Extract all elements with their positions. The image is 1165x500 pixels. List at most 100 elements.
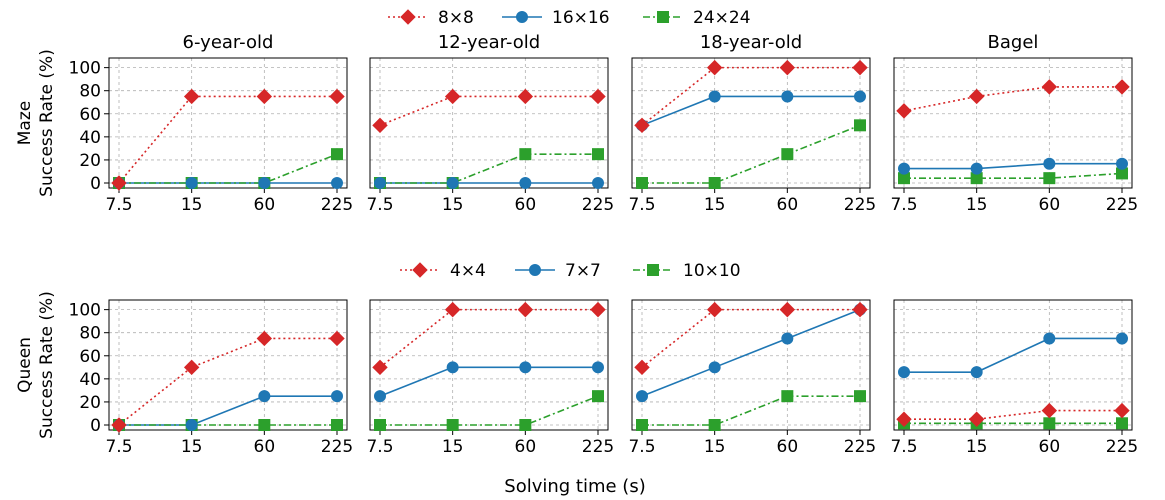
- xtick-label: 15: [442, 195, 464, 215]
- xtick-label: 7.5: [890, 195, 917, 215]
- xtick-label: 225: [1106, 437, 1138, 457]
- series-line-3: [642, 395, 860, 426]
- data-point-circle: [970, 162, 983, 175]
- panel-2-1: 0 20 40 60 80 100 7.5 15 60 225: [69, 299, 353, 457]
- panel-1-4: 7.5 15 60 225 Bagel: [890, 32, 1138, 215]
- panel-frame: [369, 57, 609, 189]
- data-point-diamond: [1114, 402, 1130, 419]
- data-point-diamond: [372, 359, 388, 376]
- xtick-label: 225: [582, 195, 614, 215]
- series-line-2: [904, 337, 1122, 373]
- legend-marker-circle: [516, 11, 528, 23]
- data-point-diamond: [444, 301, 461, 318]
- ytick-label: 20: [79, 151, 101, 171]
- panel-frame: [893, 57, 1133, 189]
- xtick-label: 225: [321, 437, 353, 457]
- data-point-circle: [970, 366, 983, 379]
- ytick-label: 100: [69, 301, 101, 321]
- data-point-diamond: [517, 88, 534, 105]
- panel-frame: [893, 299, 1133, 431]
- legend-label: 10×10: [683, 261, 741, 281]
- xtick-label: 7.5: [628, 437, 655, 457]
- panel-title: 18-year-old: [700, 32, 802, 53]
- data-point-diamond: [372, 117, 388, 134]
- xtick-label: 60: [1039, 437, 1061, 457]
- ylabel-line1: Maze: [15, 101, 35, 145]
- series-line-2: [641, 95, 860, 127]
- legend-label: 24×24: [693, 8, 751, 28]
- data-point-circle: [258, 177, 271, 189]
- data-point-diamond: [706, 59, 723, 76]
- legend-marker-square: [647, 264, 659, 276]
- legend-label: 4×4: [450, 261, 486, 281]
- legend-row-2: 4×4 7×7 10×10: [400, 261, 741, 281]
- xtick-label: 60: [1039, 195, 1061, 215]
- xtick-label: 225: [844, 195, 876, 215]
- xtick-label: 15: [966, 195, 988, 215]
- data-point-diamond: [256, 330, 273, 347]
- series-line-1: [641, 308, 860, 368]
- data-point-circle: [636, 390, 648, 403]
- data-point-diamond: [590, 88, 606, 105]
- legend-label: 8×8: [438, 8, 474, 28]
- series-line-1: [379, 95, 598, 127]
- data-point-circle: [185, 177, 198, 189]
- ylabel-line2: Success Rate (%): [37, 49, 57, 197]
- panel-frame: [369, 299, 609, 431]
- series-line-3: [380, 153, 598, 184]
- data-point-square: [708, 177, 721, 189]
- ytick-label: 80: [79, 82, 101, 102]
- series-line-2: [379, 366, 598, 397]
- data-point-diamond: [634, 359, 650, 376]
- xtick-label: 225: [844, 437, 876, 457]
- data-point-square: [854, 390, 866, 403]
- data-point-circle: [185, 419, 198, 431]
- legend-label: 16×16: [552, 8, 610, 28]
- xtick-label: 15: [966, 437, 988, 457]
- xtick-label: 60: [254, 195, 276, 215]
- data-point-square: [258, 419, 271, 431]
- xtick-label: 7.5: [105, 437, 132, 457]
- ytick-label: 20: [79, 393, 101, 413]
- data-point-circle: [374, 177, 386, 189]
- data-point-diamond: [1114, 79, 1130, 95]
- series-line-3: [904, 172, 1123, 179]
- legend-marker-square: [657, 11, 669, 23]
- data-point-diamond: [183, 359, 200, 376]
- panel-1-3: 7.5 15 60 225 18-year-old: [628, 32, 876, 215]
- data-point-circle: [374, 390, 386, 403]
- data-point-circle: [898, 162, 910, 175]
- data-point-diamond: [329, 88, 345, 105]
- data-point-square: [636, 419, 648, 431]
- data-point-diamond: [779, 301, 796, 318]
- xtick-label: 15: [181, 437, 203, 457]
- data-point-diamond: [706, 301, 723, 318]
- data-point-circle: [519, 361, 532, 374]
- legend-row-1: 8×8 16×16 24×24: [388, 8, 751, 28]
- series-line-1: [379, 308, 598, 368]
- data-point-diamond: [968, 411, 985, 427]
- legend-marker-diamond: [412, 262, 428, 278]
- legend-marker-diamond: [400, 9, 416, 25]
- xtick-label: 15: [704, 437, 726, 457]
- series-line-1: [641, 66, 860, 126]
- ytick-label: 60: [79, 105, 101, 125]
- data-point-square: [781, 148, 794, 161]
- ytick-label: 0: [90, 416, 101, 436]
- data-point-circle: [446, 361, 459, 374]
- panel-frame: [108, 57, 348, 189]
- data-point-square: [592, 390, 604, 403]
- data-point-square: [1043, 172, 1056, 185]
- panel-title: Bagel: [988, 32, 1039, 53]
- data-point-square: [781, 390, 794, 403]
- data-point-square: [636, 177, 648, 189]
- data-point-circle: [1116, 332, 1128, 345]
- xtick-label: 60: [254, 437, 276, 457]
- series-line-3: [119, 153, 338, 184]
- xtick-label: 225: [1106, 195, 1138, 215]
- data-point-circle: [781, 90, 794, 103]
- xtick-label: 60: [777, 195, 799, 215]
- data-point-diamond: [1041, 402, 1058, 419]
- data-point-diamond: [634, 117, 650, 134]
- panel-frame: [108, 299, 348, 431]
